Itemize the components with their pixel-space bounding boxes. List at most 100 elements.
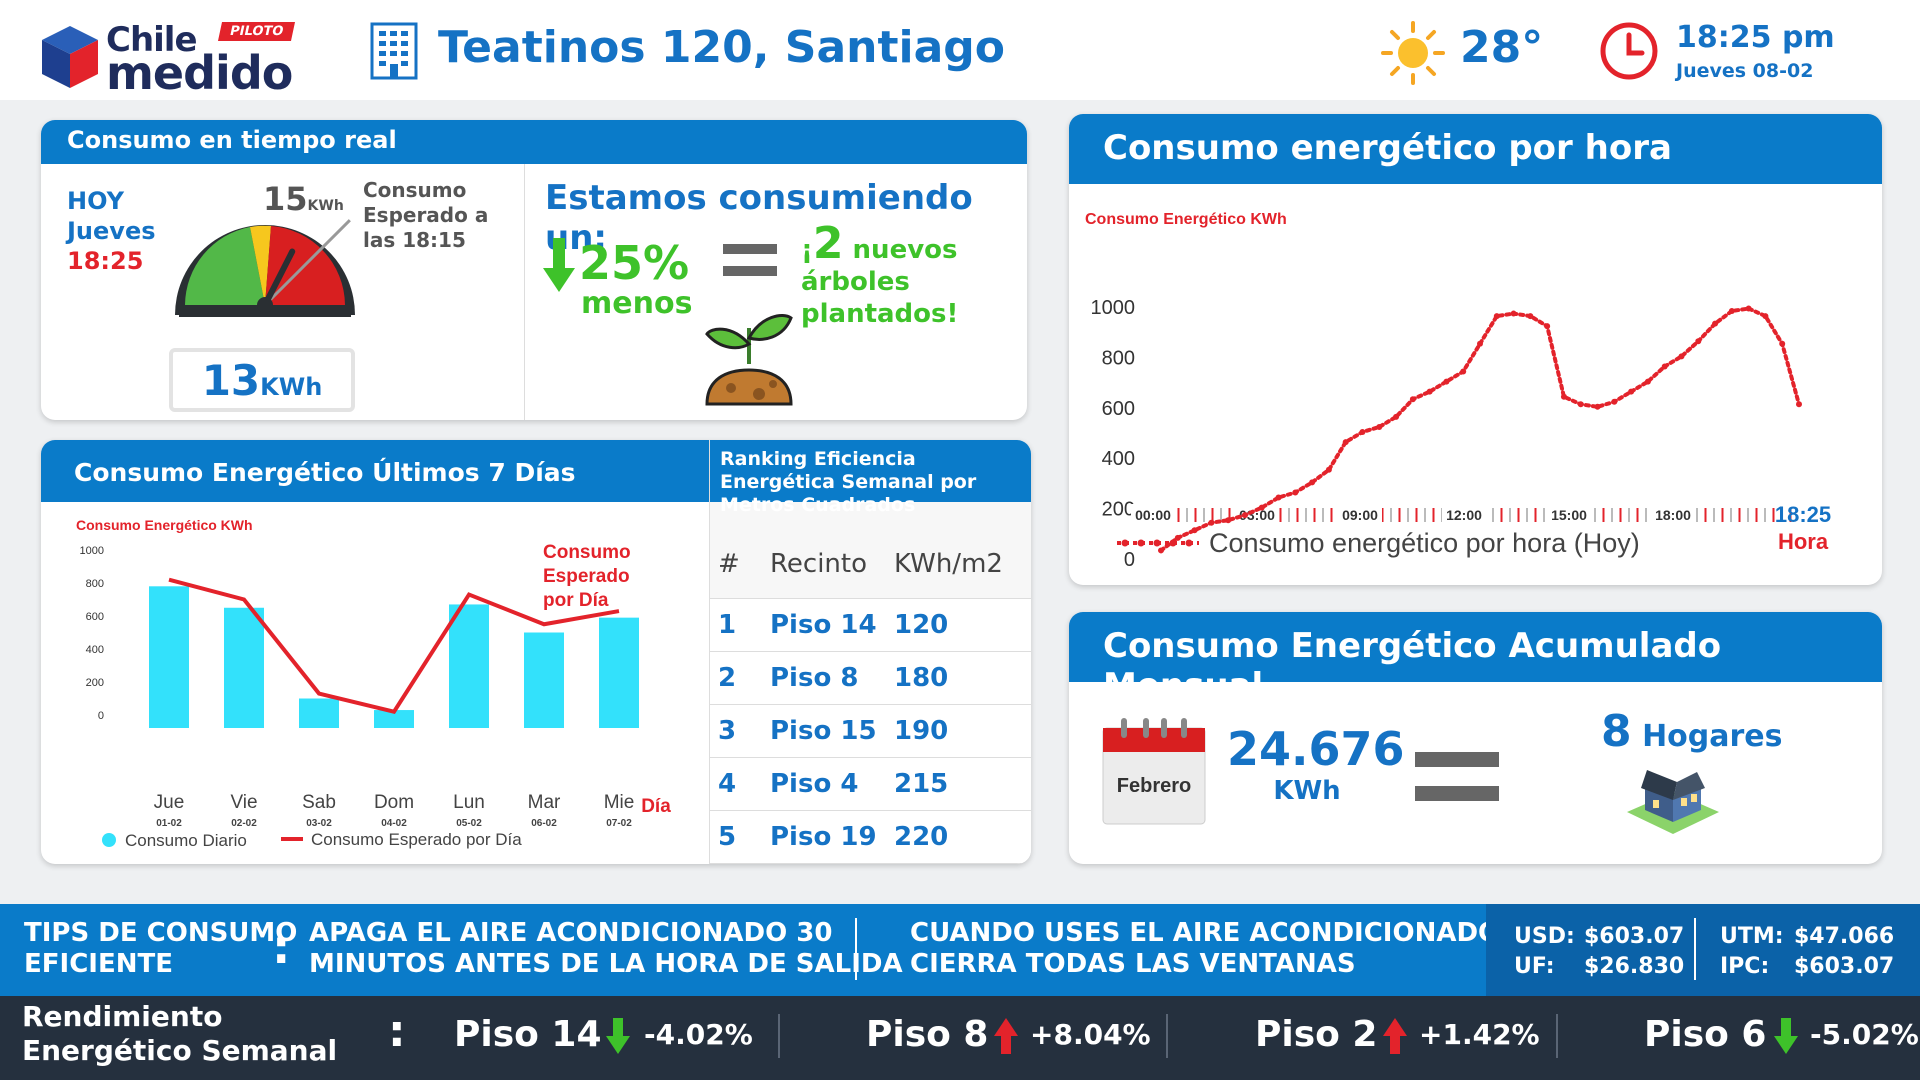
data-point <box>1241 512 1248 519</box>
performance-item-name: Piso 8 <box>866 1014 989 1055</box>
divider <box>855 918 857 980</box>
arrow-down-icon <box>606 1018 630 1054</box>
y-tick-label: 200 <box>1102 499 1135 521</box>
legend-swatch-dot <box>1137 539 1145 547</box>
hourly-consumption-card: Consumo energético por hora Consumo Ener… <box>1069 114 1882 585</box>
x-tick-label: 09:00 <box>1342 507 1378 523</box>
y-tick-label: 200 <box>86 677 104 689</box>
weekly-card-title: Consumo Energético Últimos 7 Días <box>41 440 709 502</box>
bar <box>449 604 489 728</box>
bar <box>299 698 339 728</box>
data-point <box>1594 403 1601 410</box>
y-tick-label: 0 <box>98 710 104 722</box>
y-axis-title: Consumo Energético KWh <box>1085 211 1287 228</box>
table-row: 2 Piso 8 180 <box>710 651 1031 705</box>
logo-text-medido: medido <box>106 46 293 100</box>
usd-label: USD: <box>1514 924 1575 949</box>
y-axis-title: Consumo Energético KWh <box>76 517 253 533</box>
equals-icon <box>1415 752 1499 801</box>
x-tick-label: 03:00 <box>1239 507 1275 523</box>
recinto-cell: Piso 8 <box>770 651 894 705</box>
performance-item-name: Piso 6 <box>1644 1014 1767 1055</box>
data-point <box>1158 547 1164 554</box>
tips-label: TIPS DE CONSUMO EFICIENTE <box>24 918 297 980</box>
x-tick-label-bg <box>1338 504 1382 524</box>
uf-value: $26.830 <box>1584 954 1685 979</box>
consumption-gauge <box>175 219 355 317</box>
realtime-card: Consumo en tiempo real HOY Jueves 18:25 … <box>41 120 1027 420</box>
rank-cell: 4 <box>710 757 770 811</box>
rank-cell: 1 <box>710 598 770 652</box>
ranking-header-row: # Recinto KWh/m2 <box>710 546 1031 599</box>
y-tick-label: 1000 <box>1091 297 1136 319</box>
data-point <box>1460 368 1467 375</box>
divider <box>1694 918 1696 980</box>
logo-badge: PILOTO <box>217 22 296 41</box>
data-point <box>1762 313 1769 320</box>
data-point <box>1174 534 1181 541</box>
trees-planted: ¡2 nuevos árboles plantados! <box>801 222 981 330</box>
ipc-label: IPC: <box>1720 954 1770 979</box>
efficiency-ranking: Ranking Eficiencia Energética Semanal po… <box>709 440 1031 864</box>
data-point <box>1191 527 1198 534</box>
weekly-consumption-card: Consumo Energético Últimos 7 Días Consum… <box>41 440 1031 864</box>
today-time: 18:25 <box>67 247 144 275</box>
x-tick-label: Jue <box>154 792 185 813</box>
trees-count: 2 <box>812 218 844 269</box>
trees-text1: nuevos <box>852 235 958 265</box>
house-icon <box>1627 770 1719 834</box>
data-point <box>1510 310 1517 317</box>
data-point <box>1477 340 1483 347</box>
legend-swatch-dot <box>1121 539 1129 547</box>
tip1-line2: MINUTOS ANTES DE LA HORA DE SALIDA <box>309 949 903 979</box>
building-address: Teatinos 120, Santiago <box>438 22 1005 73</box>
legend-label: Consumo Esperado por Día <box>311 830 522 849</box>
data-point <box>1728 308 1735 315</box>
data-point <box>1611 398 1618 405</box>
performance-label: Rendimiento Energético Semanal <box>22 1000 337 1068</box>
table-row: 3 Piso 15 190 <box>710 704 1031 758</box>
consumption-headline: Estamos consumiendo un: <box>545 178 973 258</box>
expected-value: 15 <box>263 180 308 218</box>
logo: Chile PILOTO medido <box>40 18 310 100</box>
y-tick-label: 800 <box>86 578 104 590</box>
chart-annotation: por Día <box>543 590 609 611</box>
x-tick-label: Lun <box>453 792 485 813</box>
utm-label: UTM: <box>1720 924 1784 949</box>
rank-cell: 2 <box>710 651 770 705</box>
tips-label-line2: EFICIENTE <box>24 949 173 979</box>
legend-swatch-dot <box>1169 539 1177 547</box>
x-tick-label-bg <box>1442 504 1486 524</box>
y-tick-label: 1000 <box>80 545 104 557</box>
data-point <box>1527 313 1534 320</box>
x-tick-label-bg <box>1235 504 1279 524</box>
recinto-cell: Piso 15 <box>770 704 894 758</box>
performance-label-line2: Energético Semanal <box>22 1034 338 1067</box>
x-tick-label-bg <box>1547 504 1591 524</box>
legend-label: Consumo energético por hora (Hoy) <box>1209 528 1640 558</box>
y-tick-label: 600 <box>1102 398 1135 420</box>
x-tick-label: 15:00 <box>1551 507 1587 523</box>
data-point <box>1745 305 1752 312</box>
recinto-cell: Piso 14 <box>770 598 894 652</box>
x-axis-title: Hora <box>1778 529 1829 554</box>
ranking-col-rank: # <box>710 546 770 599</box>
y-tick-label: 600 <box>86 611 104 623</box>
data-point <box>1661 363 1668 370</box>
arrow-up-icon <box>1383 1018 1407 1054</box>
x-current-tick: 18:25 <box>1775 502 1831 527</box>
data-point <box>1376 423 1383 430</box>
plant-sprout-icon <box>705 314 793 406</box>
recinto-cell: Piso 19 <box>770 810 894 864</box>
tips-label-line1: TIPS DE CONSUMO <box>24 918 298 948</box>
utm-value: $47.066 <box>1794 924 1895 949</box>
x-tick-label: 00:00 <box>1135 507 1171 523</box>
savings-percent: 25% <box>579 236 690 290</box>
x-tick-label-bg <box>1651 504 1695 524</box>
table-row: 5 Piso 19 220 <box>710 810 1031 864</box>
gauge-yellow-zone <box>250 225 271 305</box>
uf-label: UF: <box>1514 954 1555 979</box>
trees-text3: plantados! <box>801 299 959 329</box>
bar <box>599 617 639 728</box>
monthly-card-title: Consumo Energético Acumulado Mensual <box>1069 612 1882 706</box>
